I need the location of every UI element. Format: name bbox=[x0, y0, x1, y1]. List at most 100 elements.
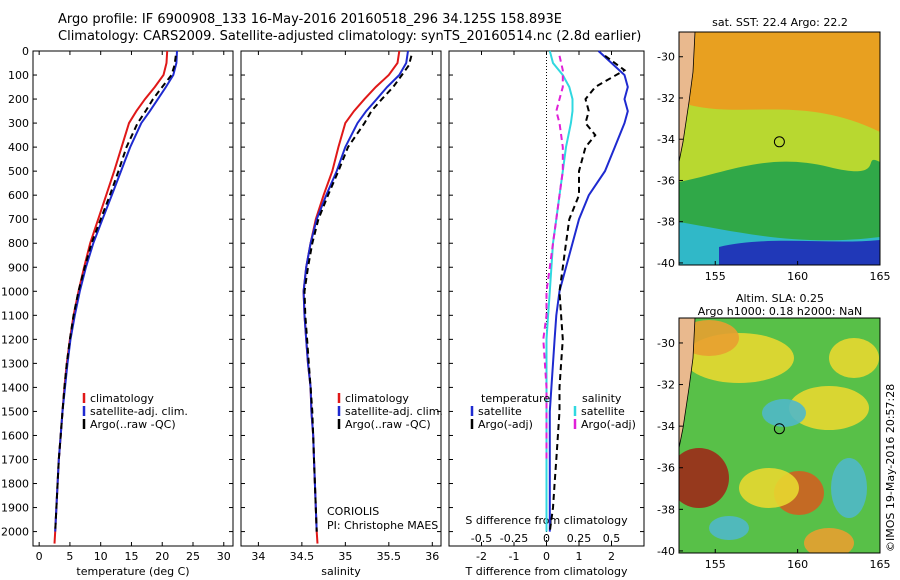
depth-tick-label: 1900 bbox=[1, 502, 29, 515]
salinity-xlabel: salinity bbox=[321, 565, 361, 578]
depth-tick-label: 0 bbox=[22, 45, 29, 58]
map-xtick-label: 160 bbox=[787, 270, 808, 283]
map-ytick-label: -32 bbox=[657, 379, 675, 392]
depth-tick-label: 1300 bbox=[1, 357, 29, 370]
temperature-xtick-label: 25 bbox=[186, 550, 200, 563]
depth-tick-label: 700 bbox=[8, 213, 29, 226]
salinity-diff-legend-label: satellite bbox=[581, 405, 625, 418]
sla-map-caption-1: Altim. SLA: 0.25 bbox=[735, 292, 825, 305]
depth-tick-label: 500 bbox=[8, 165, 29, 178]
sla-anomaly-blob bbox=[739, 468, 799, 508]
salinity-xtick-label: 34.5 bbox=[290, 550, 315, 563]
salinity-diff-tick-label: 0 bbox=[543, 532, 550, 545]
map-xtick-label: 155 bbox=[705, 558, 726, 571]
platform-label: CORIOLIS bbox=[327, 505, 379, 518]
depth-tick-label: 1600 bbox=[1, 429, 29, 442]
figure-title-line-1: Argo profile: IF 6900908_133 16-May-2016… bbox=[58, 12, 562, 27]
depth-tick-label: 1400 bbox=[1, 381, 29, 394]
sla-anomaly-blob bbox=[762, 399, 806, 427]
map-ytick-label: -40 bbox=[657, 257, 675, 270]
sla-anomaly-blob bbox=[679, 448, 729, 508]
sla-anomaly-blob bbox=[709, 516, 749, 540]
depth-tick-label: 800 bbox=[8, 237, 29, 250]
temperature-legend-label: climatology bbox=[90, 392, 154, 405]
depth-tick-label: 1200 bbox=[1, 333, 29, 346]
difference-xtick-label: 0 bbox=[543, 550, 550, 563]
difference-series-salinity-argo-adj- bbox=[542, 55, 564, 460]
depth-tick-label: 1500 bbox=[1, 405, 29, 418]
map-ytick-label: -38 bbox=[657, 216, 675, 229]
difference-xtick-label: -1 bbox=[509, 550, 520, 563]
sla-anomaly-blob bbox=[804, 528, 854, 553]
difference-xtick-label: 2 bbox=[608, 550, 615, 563]
temperature-xtick-label: 10 bbox=[94, 550, 108, 563]
salinity-panel bbox=[240, 50, 442, 547]
map-ytick-label: -30 bbox=[657, 51, 675, 64]
salinity-diff-tick-label: -0.25 bbox=[500, 532, 528, 545]
salinity-xtick-label: 35.5 bbox=[377, 550, 402, 563]
map-ytick-label: -34 bbox=[657, 133, 675, 146]
depth-tick-label: 1100 bbox=[1, 309, 29, 322]
temperature-xtick-label: 0 bbox=[36, 550, 43, 563]
salinity-diff-tick-label: -0.5 bbox=[471, 532, 492, 545]
map-ytick-label: -34 bbox=[657, 420, 675, 433]
temperature-diff-legend-label: satellite bbox=[478, 405, 522, 418]
temperature-xtick-label: 30 bbox=[217, 550, 231, 563]
land-coast bbox=[679, 32, 696, 163]
salinity-diff-legend-title: salinity bbox=[582, 392, 622, 405]
imos-credit: ©IMOS 19-May-2016 20:57:28 bbox=[884, 383, 897, 552]
depth-tick-label: 1700 bbox=[1, 453, 29, 466]
salinity-diff-tick-label: 0.5 bbox=[603, 532, 621, 545]
sla-map: 155 160 165 -30 -32 -34 -36 -38 -40 bbox=[657, 317, 891, 571]
float-position-marker bbox=[773, 423, 785, 435]
salinity-diff-tick-label: 0.25 bbox=[567, 532, 592, 545]
sst-map: 155 160 165 -30 -32 -34 -36 -38 -40 bbox=[657, 31, 891, 283]
depth-tick-label: 400 bbox=[8, 141, 29, 154]
temperature-xtick-label: 5 bbox=[66, 550, 73, 563]
difference-series-temperature-satellite bbox=[548, 50, 629, 532]
depth-tick-label: 100 bbox=[8, 69, 29, 82]
difference-series-temperature-argo-adj- bbox=[548, 54, 627, 532]
salinity-legend-label: satellite-adj. clim. bbox=[345, 405, 443, 418]
map-xtick-label: 155 bbox=[705, 270, 726, 283]
depth-tick-label: 1800 bbox=[1, 478, 29, 491]
temperature-xtick-label: 20 bbox=[155, 550, 169, 563]
salinity-xtick-label: 35 bbox=[338, 550, 352, 563]
temperature-series-satellite-adj-clim- bbox=[54, 50, 178, 532]
depth-tick-label: 600 bbox=[8, 189, 29, 202]
temperature-legend-label: satellite-adj. clim. bbox=[90, 405, 188, 418]
map-ytick-label: -36 bbox=[657, 462, 675, 475]
sst-map-caption: sat. SST: 22.4 Argo: 22.2 bbox=[712, 16, 848, 29]
salinity-legend-label: Argo(..raw -QC) bbox=[345, 418, 431, 431]
map-xtick-label: 165 bbox=[870, 270, 891, 283]
temperature-diff-legend-title: temperature bbox=[481, 392, 550, 405]
temperature-diff-legend-label: Argo(-adj) bbox=[478, 418, 533, 431]
sla-anomaly-blob bbox=[829, 338, 879, 378]
pi-label: PI: Christophe MAES bbox=[327, 519, 438, 532]
salinity-diff-legend-label: Argo(-adj) bbox=[581, 418, 636, 431]
difference-xtick-label: -2 bbox=[476, 550, 487, 563]
map-frame bbox=[678, 31, 881, 266]
salinity-xtick-label: 36 bbox=[425, 550, 439, 563]
map-ytick-label: -30 bbox=[657, 337, 675, 350]
salinity-xtick-label: 34 bbox=[251, 550, 265, 563]
temperature-legend-label: Argo(..raw -QC) bbox=[90, 418, 176, 431]
sla-anomaly-blob bbox=[789, 386, 869, 430]
difference-xlabel: T difference from climatology bbox=[465, 565, 628, 578]
map-ytick-label: -40 bbox=[657, 545, 675, 558]
difference-xtick-label: 1 bbox=[576, 550, 583, 563]
sla-map-caption-2: Argo h1000: 0.18 h2000: NaN bbox=[697, 305, 863, 318]
sla-anomaly-blob bbox=[831, 458, 867, 518]
temperature-panel bbox=[32, 50, 234, 547]
figure-title-line-2: Climatology: CARS2009. Satellite-adjuste… bbox=[58, 29, 642, 44]
float-position-marker bbox=[773, 136, 785, 148]
depth-tick-label: 200 bbox=[8, 93, 29, 106]
salinity-series-argo-raw-qc- bbox=[303, 55, 413, 532]
sst-coldest-field bbox=[719, 240, 880, 265]
temperature-xtick-label: 15 bbox=[124, 550, 138, 563]
depth-tick-label: 2000 bbox=[1, 526, 29, 539]
map-ytick-label: -36 bbox=[657, 174, 675, 187]
depth-tick-label: 300 bbox=[8, 117, 29, 130]
